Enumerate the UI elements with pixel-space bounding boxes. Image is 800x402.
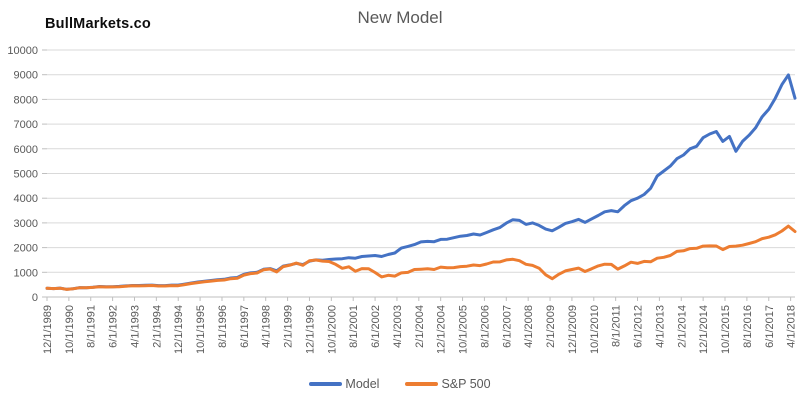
x-axis-label: 6/1/1992	[108, 305, 120, 348]
x-axis-label: 10/1/2000	[326, 305, 338, 354]
x-axis-label: 2/1/2014	[676, 305, 688, 348]
x-axis-label: 8/1/2011	[611, 305, 623, 347]
x-axis-label: 4/1/1993	[129, 305, 141, 348]
x-axis-label: 10/1/1995	[195, 305, 207, 354]
y-axis-label: 2000	[14, 243, 38, 255]
y-axis-label: 10000	[7, 45, 38, 57]
x-axis-label: 12/1/2009	[567, 305, 579, 354]
legend-item-model: Model	[309, 377, 379, 391]
sp500-series-line	[45, 224, 797, 291]
y-axis-label: 1000	[14, 267, 38, 279]
sp500-line-swatch	[405, 382, 439, 386]
y-axis-label: 5000	[14, 169, 38, 181]
y-axis-label: 3000	[14, 218, 38, 230]
x-axis-label: 12/1/1999	[304, 305, 316, 354]
x-axis-label: 10/1/2010	[589, 305, 601, 354]
x-axis-label: 6/1/2017	[764, 305, 776, 348]
x-axis-label: 6/1/1997	[239, 305, 251, 348]
y-axis-label: 4000	[14, 193, 38, 205]
x-axis-label: 4/1/1998	[261, 305, 273, 348]
x-axis-label: 6/1/2007	[501, 305, 513, 348]
x-axis-label: 2/1/1999	[283, 305, 295, 348]
bullmarkets-logo: BullMarkets.co	[45, 16, 151, 32]
y-axis-label: 6000	[14, 144, 38, 156]
y-axis-label: 8000	[14, 94, 38, 106]
x-axis-label: 8/1/2016	[742, 305, 754, 348]
x-axis-label: 12/1/2014	[698, 305, 710, 354]
x-axis-label: 10/1/1990	[64, 305, 76, 354]
x-axis-label: 2/1/1994	[151, 305, 163, 348]
chart-title: New Model	[357, 8, 443, 27]
x-axis-label: 8/1/1996	[217, 305, 229, 348]
y-axis-label: 9000	[14, 70, 38, 82]
legend-item-sp500: S&P 500	[405, 377, 491, 391]
x-axis-label: 4/1/2013	[654, 305, 666, 348]
x-axis-label: 8/1/1991	[86, 305, 98, 348]
x-axis-label: 12/1/1989	[42, 305, 54, 354]
model-line-swatch	[309, 382, 343, 386]
x-axis-label: 12/1/1994	[173, 305, 185, 354]
x-axis-label: 4/1/2018	[786, 305, 798, 348]
x-axis-label: 8/1/2006	[479, 305, 491, 348]
x-axis-label: 2/1/2004	[414, 305, 426, 348]
x-axis-label: 10/1/2005	[458, 305, 470, 354]
model-series-line	[45, 73, 797, 291]
x-axis-label: 4/1/2008	[523, 305, 535, 348]
legend-label-model: Model	[345, 377, 380, 391]
x-axis-label: 12/1/2004	[436, 305, 448, 354]
chart-legend: Model S&P 500	[0, 377, 800, 391]
x-axis-label: 10/1/2015	[720, 305, 732, 354]
y-axis-label: 0	[32, 292, 38, 304]
legend-label-sp500: S&P 500	[441, 377, 491, 391]
x-axis-label: 8/1/2001	[348, 305, 360, 348]
x-axis-label: 6/1/2002	[370, 305, 382, 348]
x-axis-label: 4/1/2003	[392, 305, 404, 348]
x-axis-label: 6/1/2012	[633, 305, 645, 348]
x-axis-label: 2/1/2009	[545, 305, 557, 348]
y-axis-label: 7000	[14, 119, 38, 131]
